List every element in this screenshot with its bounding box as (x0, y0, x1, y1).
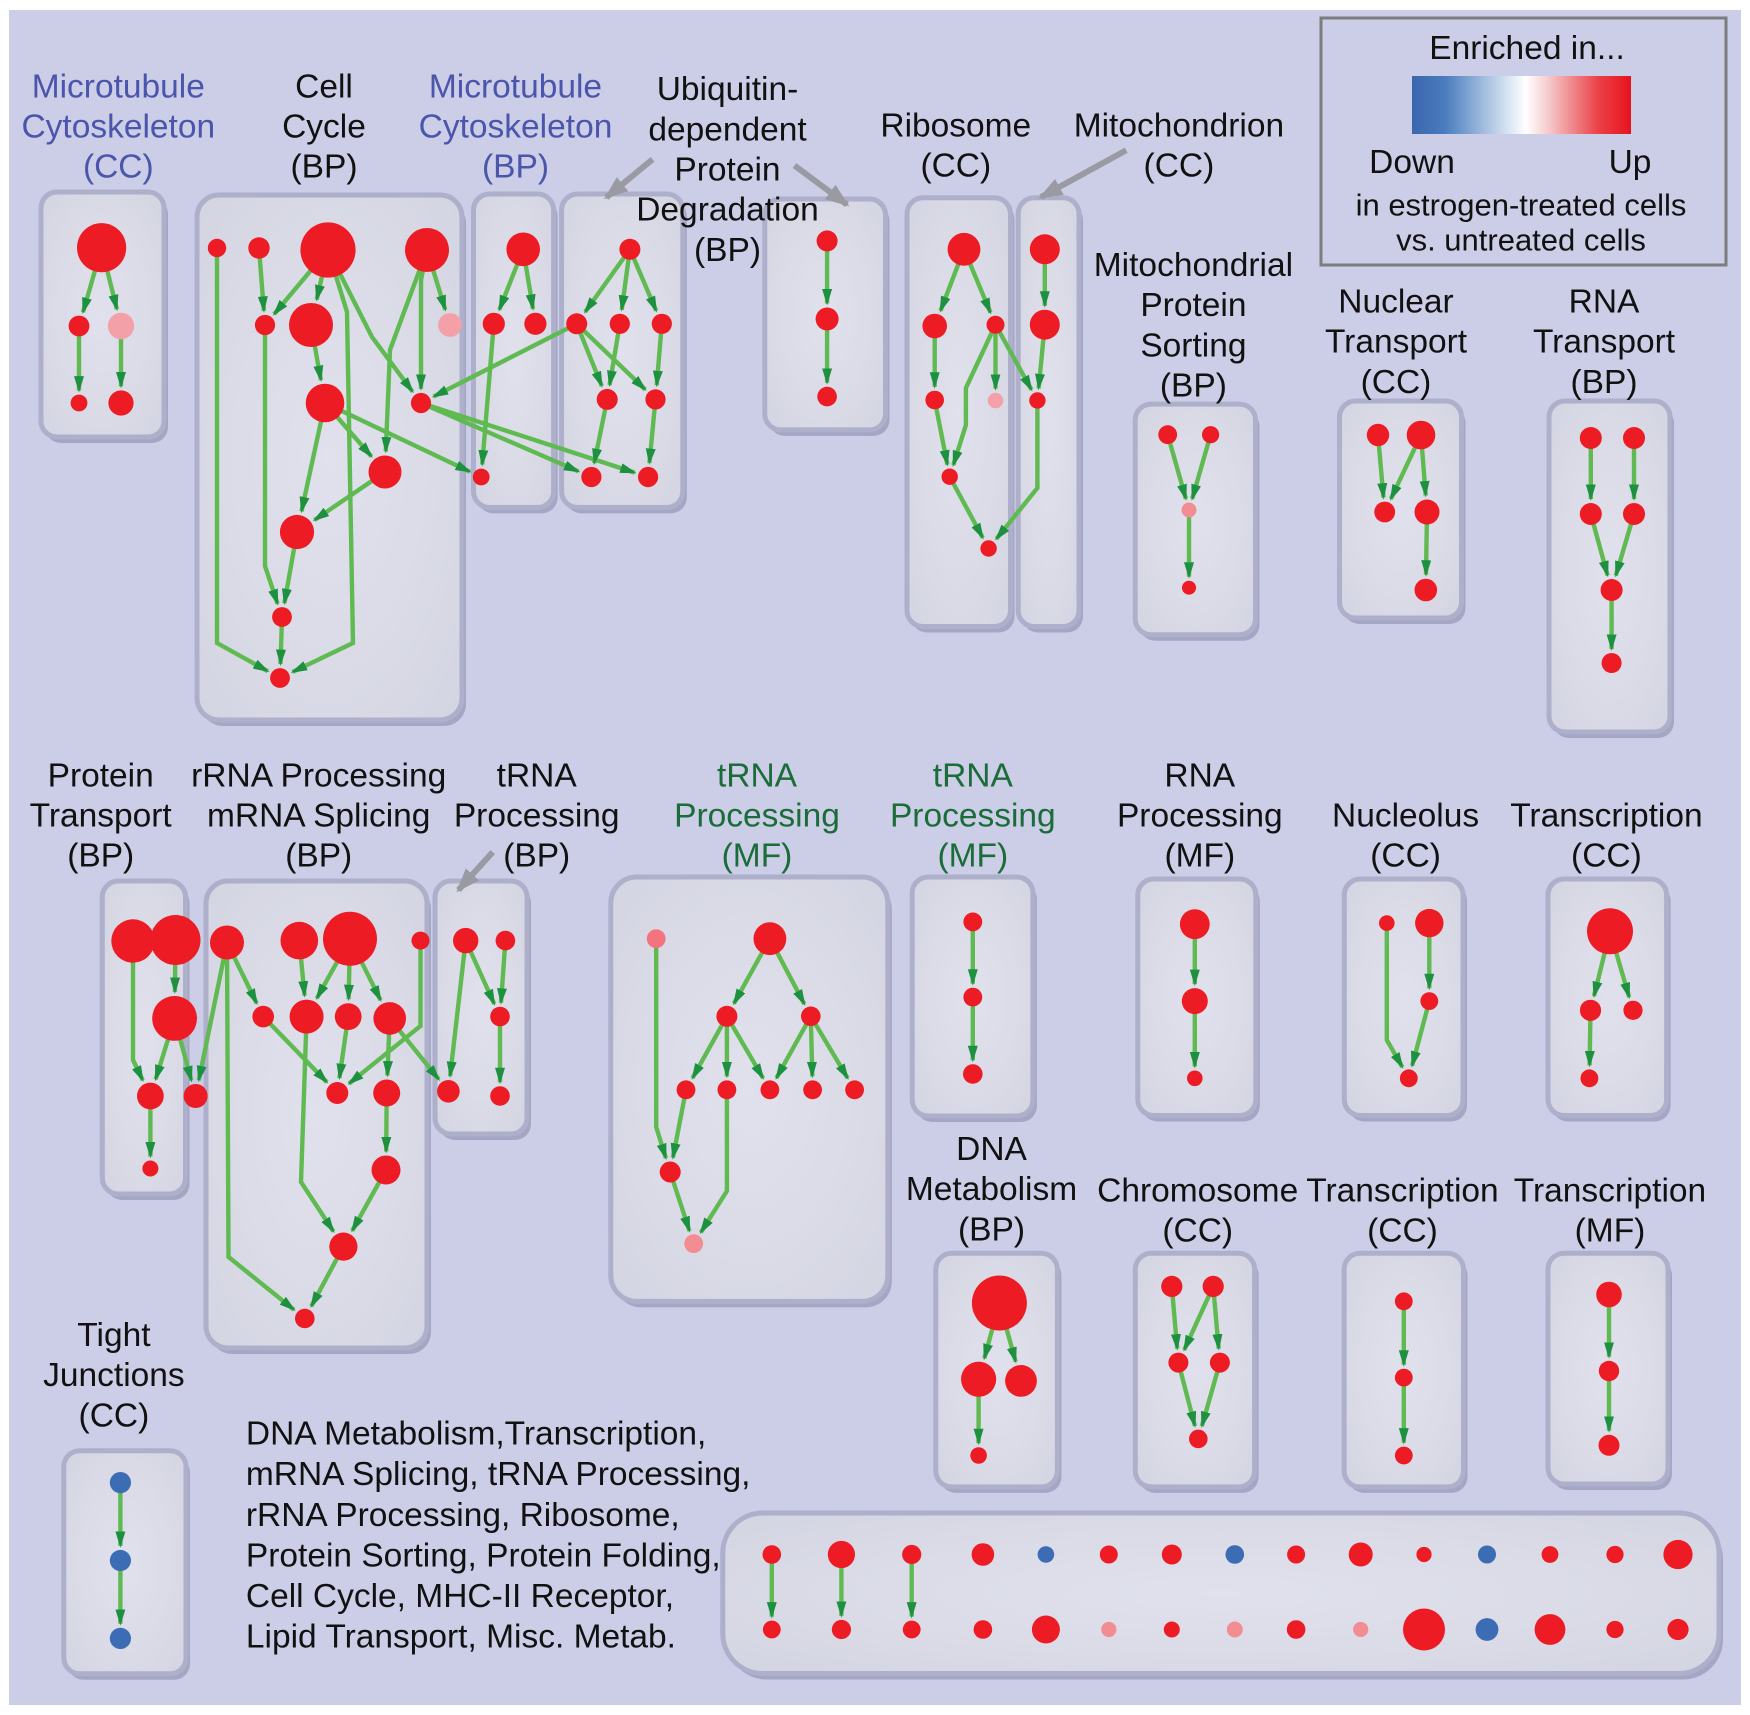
svg-text:Enriched in...: Enriched in... (1429, 30, 1625, 67)
svg-text:Up: Up (1609, 144, 1652, 181)
svg-text:dependent: dependent (648, 111, 807, 148)
svg-text:rRNA Processing, Ribosome,: rRNA Processing, Ribosome, (246, 1497, 680, 1534)
svg-text:Degradation: Degradation (636, 192, 819, 229)
svg-text:Cell: Cell (295, 68, 353, 105)
svg-text:RNA: RNA (1164, 757, 1235, 794)
svg-text:Protein: Protein (48, 757, 154, 794)
svg-text:Cytoskeleton: Cytoskeleton (21, 109, 215, 146)
svg-text:Junctions: Junctions (43, 1357, 185, 1394)
svg-text:Nucleolus: Nucleolus (1332, 798, 1479, 835)
svg-text:(BP): (BP) (1571, 364, 1638, 401)
svg-text:(CC): (CC) (79, 1397, 150, 1434)
svg-text:(BP): (BP) (958, 1211, 1025, 1248)
svg-text:rRNA Processing: rRNA Processing (191, 757, 446, 794)
svg-text:(CC): (CC) (1571, 838, 1642, 875)
svg-text:Mitochondrion: Mitochondrion (1074, 108, 1284, 145)
svg-text:(CC): (CC) (1361, 364, 1432, 401)
svg-text:tRNA: tRNA (933, 757, 1014, 794)
svg-text:Down: Down (1369, 144, 1455, 181)
svg-text:Protein: Protein (674, 152, 780, 189)
svg-text:tRNA: tRNA (717, 757, 798, 794)
svg-text:RNA: RNA (1569, 284, 1640, 321)
svg-text:(BP): (BP) (67, 838, 134, 875)
svg-text:(BP): (BP) (1160, 368, 1227, 405)
svg-text:Chromosome: Chromosome (1097, 1173, 1298, 1210)
svg-text:(BP): (BP) (482, 149, 549, 186)
svg-text:Processing: Processing (1117, 798, 1283, 835)
svg-text:Tight: Tight (77, 1317, 151, 1354)
svg-text:Processing: Processing (674, 798, 840, 835)
svg-text:Lipid Transport, Misc. Metab.: Lipid Transport, Misc. Metab. (246, 1619, 676, 1656)
svg-text:Cytoskeleton: Cytoskeleton (419, 109, 613, 146)
svg-text:mRNA Splicing, tRNA Processing: mRNA Splicing, tRNA Processing, (246, 1456, 751, 1493)
svg-text:(CC): (CC) (920, 148, 991, 185)
svg-text:(MF): (MF) (937, 838, 1008, 875)
svg-text:(BP): (BP) (285, 838, 352, 875)
svg-text:Transcription: Transcription (1510, 798, 1702, 835)
svg-text:DNA: DNA (956, 1131, 1027, 1168)
svg-text:Transport: Transport (30, 798, 173, 835)
svg-text:(CC): (CC) (1162, 1213, 1233, 1250)
svg-text:Cycle: Cycle (282, 109, 366, 146)
svg-text:(MF): (MF) (1164, 838, 1235, 875)
svg-text:(MF): (MF) (722, 838, 793, 875)
svg-text:Ribosome: Ribosome (880, 108, 1031, 145)
svg-text:Processing: Processing (454, 798, 620, 835)
svg-text:(BP): (BP) (291, 149, 358, 186)
svg-text:Transport: Transport (1325, 324, 1468, 361)
svg-text:Nuclear: Nuclear (1338, 284, 1453, 321)
svg-text:Metabolism: Metabolism (906, 1171, 1077, 1208)
svg-text:(CC): (CC) (1370, 838, 1441, 875)
svg-text:vs. untreated cells: vs. untreated cells (1396, 223, 1646, 258)
svg-text:Transcription: Transcription (1514, 1173, 1706, 1210)
svg-text:Transport: Transport (1533, 324, 1676, 361)
svg-text:(BP): (BP) (694, 232, 761, 269)
svg-text:(CC): (CC) (1144, 148, 1215, 185)
svg-text:(BP): (BP) (503, 838, 570, 875)
svg-text:Transcription: Transcription (1306, 1173, 1498, 1210)
svg-text:tRNA: tRNA (497, 757, 578, 794)
svg-text:Microtubule: Microtubule (32, 68, 205, 105)
svg-text:(CC): (CC) (83, 149, 154, 186)
svg-text:Ubiquitin-: Ubiquitin- (657, 71, 799, 108)
svg-text:Mitochondrial: Mitochondrial (1094, 247, 1293, 284)
svg-text:in estrogen-treated cells: in estrogen-treated cells (1356, 188, 1687, 223)
svg-text:Protein: Protein (1140, 287, 1246, 324)
svg-text:mRNA Splicing: mRNA Splicing (207, 798, 430, 835)
svg-text:Sorting: Sorting (1140, 327, 1246, 364)
svg-text:Microtubule: Microtubule (429, 68, 602, 105)
svg-text:Protein Sorting, Protein Foldi: Protein Sorting, Protein Folding, (246, 1537, 721, 1574)
svg-text:Processing: Processing (890, 798, 1056, 835)
svg-text:(MF): (MF) (1575, 1213, 1646, 1250)
svg-text:DNA Metabolism,Transcription,: DNA Metabolism,Transcription, (246, 1416, 706, 1453)
svg-text:Cell Cycle, MHC-II Receptor,: Cell Cycle, MHC-II Receptor, (246, 1578, 674, 1615)
svg-text:(CC): (CC) (1367, 1213, 1438, 1250)
